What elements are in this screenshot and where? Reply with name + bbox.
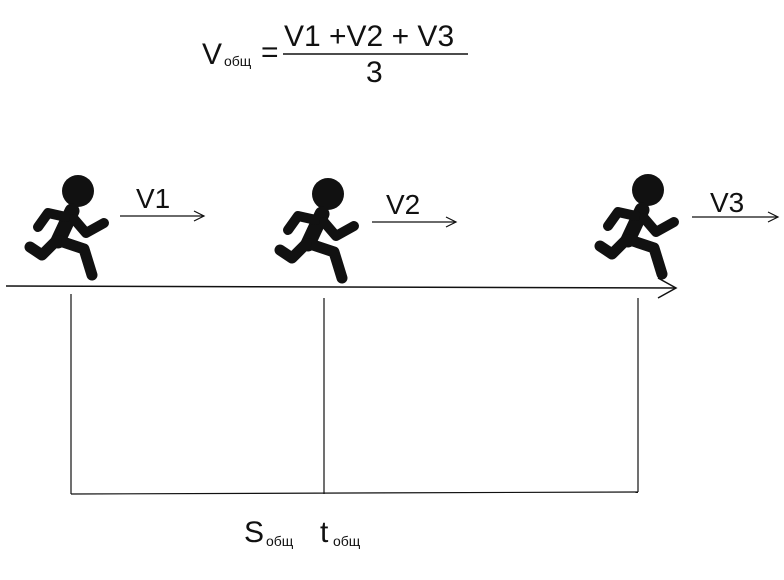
velocity-label-v2: V2 [386, 189, 420, 220]
total-time-subscript: общ [333, 533, 361, 549]
formula-lhs: V [202, 38, 222, 71]
formula-denominator: 3 [366, 56, 383, 89]
formula-lhs-subscript: общ [224, 53, 252, 69]
velocity-arrow-v1 [120, 210, 206, 222]
bracket-baseline [70, 491, 639, 495]
path-arrow [5, 277, 678, 299]
running-man-icon [600, 174, 674, 274]
formula-numerator: V1 +V2 + V3 [284, 20, 454, 53]
total-labels: S общ t общ [244, 516, 361, 549]
distance-bracket [70, 294, 639, 495]
total-time-label: t [320, 516, 329, 549]
velocity-arrow-v2 [372, 216, 458, 228]
velocity-label-v3: V3 [710, 187, 744, 218]
total-distance-subscript: общ [266, 533, 294, 549]
velocity-arrow-v3 [692, 211, 780, 223]
running-man-icon [30, 175, 104, 275]
formula-equals: = [261, 36, 279, 69]
total-distance-label: S [244, 516, 264, 549]
running-man-icon [280, 178, 354, 278]
formula: V общ = V1 +V2 + V3 3 [202, 20, 468, 89]
velocity-label-v1: V1 [136, 183, 170, 214]
